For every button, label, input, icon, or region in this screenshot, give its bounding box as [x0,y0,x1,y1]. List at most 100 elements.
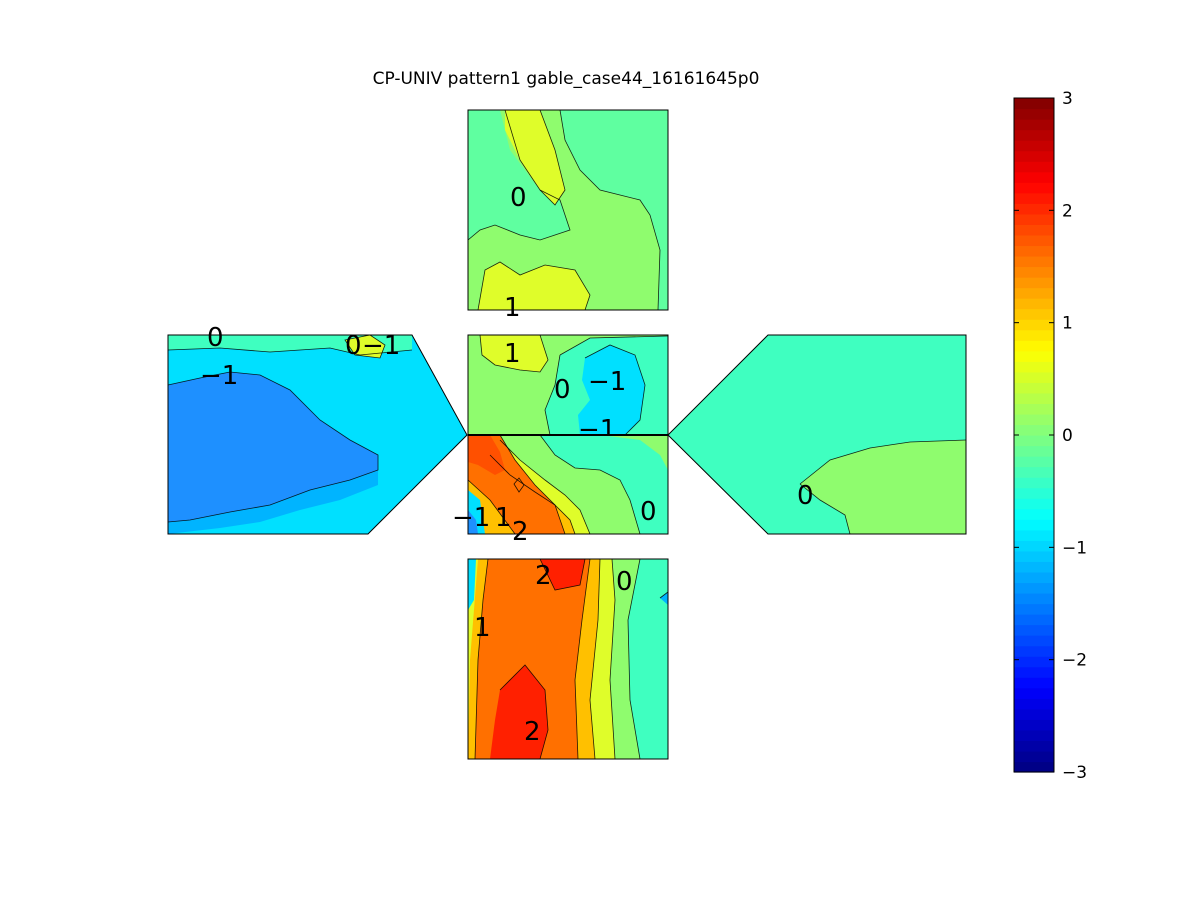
colorbar-band [1014,192,1054,204]
contour-label: 0 [510,183,527,213]
colorbar-tick-label: 3 [1062,89,1073,109]
colorbar-band [1014,529,1054,541]
contour-left-3 [344,335,386,359]
contour-low-5 [468,479,516,534]
colorbar-band [1014,382,1054,394]
colorbar-tick-label: 2 [1062,201,1073,221]
contour-left-2 [168,371,379,523]
colorbar-band [1014,498,1054,510]
colorbar-band [1014,161,1054,173]
contour-right-1 [799,439,966,485]
contour-top-1 [504,110,566,206]
contour-top-2 [468,189,571,241]
contour-low-1 [539,435,641,534]
colorbar-band [1014,98,1054,110]
region-bottom-red2 [490,665,548,759]
face-roof-bottom-lower [468,559,668,759]
contour-label: −1 [588,367,626,397]
colorbar-band [1014,298,1054,310]
contour-up-1 [479,335,549,373]
contour-label: −1 [362,331,400,361]
colorbar-band [1014,119,1054,131]
region-up-cyan [578,345,645,435]
contour-bottom-8 [659,591,668,599]
colorbar-band [1014,203,1054,215]
region-top-right-cyan [560,110,668,310]
contour-bottom-5 [474,559,489,759]
colorbar-band [1014,277,1054,289]
colorbar-band [1014,456,1054,468]
contour-bottom-7 [499,664,549,759]
colorbar-band [1014,708,1054,720]
contour-label: 2 [524,717,541,747]
contour-low-4 [499,435,566,534]
contour-bottom-2 [609,559,616,759]
colorbar-tick-label: −3 [1062,763,1087,783]
colorbar-tick-label: −1 [1062,538,1087,558]
contour-top-4 [477,261,591,310]
colorbar-band [1014,656,1054,668]
region-low-left-corner [468,510,478,534]
region-top-yellow1 [505,110,565,205]
colorbar-band [1014,540,1054,552]
colorbar-band [1014,371,1054,383]
colorbar-band [1014,245,1054,257]
contour-right-2 [799,483,851,534]
contour-label: −1 [200,361,238,391]
face-roof-lower-slope [468,435,668,534]
colorbar-band [1014,234,1054,247]
colorbar-band [1014,561,1054,573]
face-right-outline [667,334,967,535]
contour-label: 0 [640,497,657,527]
colorbar-band [1014,140,1054,152]
contour-up-2 [559,335,668,356]
contour-up-3 [584,344,646,435]
colorbar-band [1014,666,1054,678]
colorbar-band [1014,255,1054,268]
contour-bottom-1 [627,559,641,759]
colorbar-band [1014,729,1054,742]
colorbar-band [1014,761,1054,773]
region-right-green [800,440,966,534]
colorbar-band [1014,287,1054,299]
contour-label: 1 [504,339,521,369]
contour-label: 2 [512,517,529,547]
colorbar-band [1014,108,1054,120]
colorbar-band [1014,403,1054,415]
colorbar-band [1014,582,1054,594]
colorbar-tick-label: −2 [1062,651,1087,671]
colorbar-band [1014,466,1054,478]
colorbar-tick-label: 1 [1062,314,1073,334]
colorbar-band [1014,677,1054,689]
contour-label: 0 [207,323,224,353]
colorbar-band [1014,340,1054,352]
colorbar-band [1014,614,1054,626]
contour-label: 1 [474,613,491,643]
region-low-cyan-green [540,435,668,534]
colorbar-band [1014,392,1054,405]
colorbar-band [1014,129,1054,141]
contour-label: 2 [535,561,552,591]
contour-low-3 [489,454,576,534]
contour-low-6 [513,477,525,493]
colorbar-band [1014,508,1054,520]
colorbar-band [1014,698,1054,710]
colorbar-band [1014,435,1054,447]
colorbar-band [1014,308,1054,320]
contour-label: 1 [495,503,512,533]
region-top-yellow2 [478,262,590,310]
colorbar-band [1014,740,1054,752]
colorbar-band [1014,445,1054,457]
contour-label: 1 [504,293,521,323]
contour-label: −1 [452,503,490,533]
region-left-blue [168,372,378,522]
colorbar-tick-label: 0 [1062,426,1073,446]
contour-label: 0 [554,375,571,405]
face-top-outline [467,109,669,311]
colorbar-band [1014,213,1054,225]
face-left-outline [167,334,468,535]
colorbar-band [1014,550,1054,562]
contour-bottom-3 [589,559,601,759]
colorbar-band [1014,687,1054,699]
